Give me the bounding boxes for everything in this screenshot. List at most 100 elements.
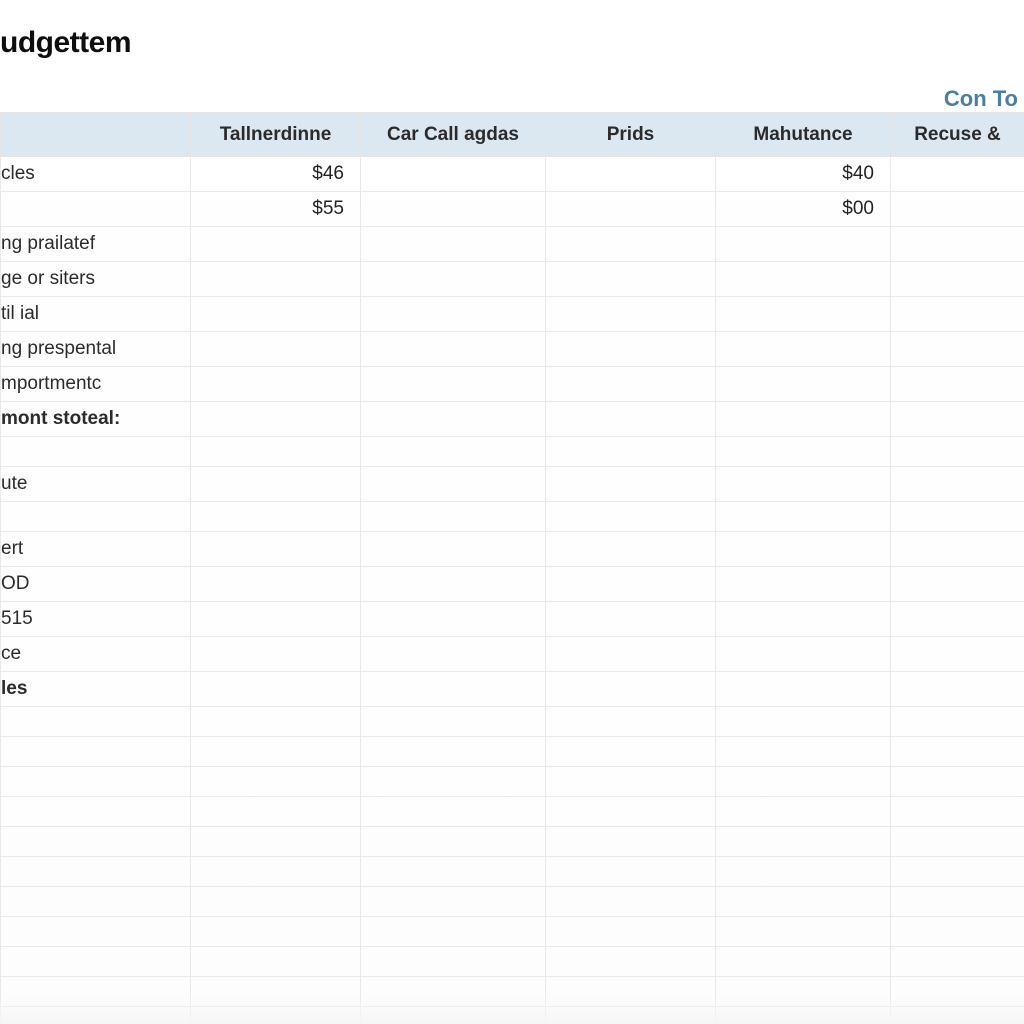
cell[interactable] [191, 502, 361, 532]
cell[interactable] [361, 367, 546, 402]
cell[interactable] [191, 947, 361, 977]
cell[interactable] [191, 857, 361, 887]
cell[interactable] [716, 602, 891, 637]
cell[interactable] [191, 437, 361, 467]
cell[interactable] [546, 917, 716, 947]
cell[interactable] [891, 262, 1024, 297]
cell[interactable] [891, 767, 1024, 797]
cell[interactable]: $46 [191, 157, 361, 192]
cell[interactable] [361, 227, 546, 262]
cell[interactable] [361, 157, 546, 192]
cell[interactable] [191, 402, 361, 437]
cell[interactable] [191, 737, 361, 767]
cell[interactable] [716, 707, 891, 737]
cell[interactable] [716, 567, 891, 602]
cell[interactable] [361, 262, 546, 297]
cell[interactable] [546, 332, 716, 367]
cell[interactable] [891, 857, 1024, 887]
cell[interactable] [191, 467, 361, 502]
cell[interactable]: $55 [191, 192, 361, 227]
cell[interactable] [546, 367, 716, 402]
cell[interactable] [891, 947, 1024, 977]
cell[interactable] [361, 297, 546, 332]
corner-link[interactable]: Con To [944, 86, 1018, 112]
cell[interactable] [361, 402, 546, 437]
cell[interactable] [891, 502, 1024, 532]
cell[interactable] [891, 737, 1024, 767]
cell[interactable] [546, 707, 716, 737]
cell[interactable] [191, 797, 361, 827]
cell[interactable] [361, 917, 546, 947]
cell[interactable] [716, 367, 891, 402]
cell[interactable] [891, 332, 1024, 367]
cell[interactable] [361, 192, 546, 227]
cell[interactable] [891, 567, 1024, 602]
cell[interactable] [191, 672, 361, 707]
cell[interactable] [546, 887, 716, 917]
cell[interactable] [546, 402, 716, 437]
cell[interactable] [546, 502, 716, 532]
cell[interactable] [546, 157, 716, 192]
cell[interactable] [546, 262, 716, 297]
cell[interactable] [361, 437, 546, 467]
cell[interactable] [891, 797, 1024, 827]
cell[interactable] [716, 947, 891, 977]
cell[interactable] [191, 297, 361, 332]
cell[interactable] [891, 402, 1024, 437]
cell[interactable]: $00 [716, 192, 891, 227]
cell[interactable] [546, 947, 716, 977]
cell[interactable] [361, 602, 546, 637]
cell[interactable] [891, 917, 1024, 947]
cell[interactable] [716, 297, 891, 332]
cell[interactable] [716, 672, 891, 707]
cell[interactable] [546, 602, 716, 637]
cell[interactable] [361, 332, 546, 367]
cell[interactable] [361, 567, 546, 602]
cell[interactable] [361, 737, 546, 767]
cell[interactable] [891, 707, 1024, 737]
cell[interactable] [716, 737, 891, 767]
cell[interactable] [891, 437, 1024, 467]
cell[interactable] [546, 567, 716, 602]
cell[interactable] [891, 192, 1024, 227]
cell[interactable] [891, 602, 1024, 637]
cell[interactable] [361, 637, 546, 672]
cell[interactable] [716, 467, 891, 502]
cell[interactable] [716, 637, 891, 672]
cell[interactable] [361, 827, 546, 857]
cell[interactable] [191, 567, 361, 602]
cell[interactable] [891, 672, 1024, 707]
cell[interactable] [716, 827, 891, 857]
cell[interactable] [361, 707, 546, 737]
cell[interactable] [361, 887, 546, 917]
cell[interactable] [891, 887, 1024, 917]
cell[interactable] [191, 917, 361, 947]
cell[interactable] [191, 262, 361, 297]
cell[interactable] [716, 767, 891, 797]
cell[interactable] [361, 467, 546, 502]
cell[interactable] [191, 637, 361, 672]
cell[interactable] [191, 367, 361, 402]
cell[interactable] [891, 467, 1024, 502]
cell[interactable] [546, 297, 716, 332]
cell[interactable] [716, 857, 891, 887]
cell[interactable] [191, 767, 361, 797]
cell[interactable] [361, 767, 546, 797]
cell[interactable] [191, 827, 361, 857]
cell[interactable] [546, 437, 716, 467]
cell[interactable] [361, 797, 546, 827]
cell[interactable] [546, 672, 716, 707]
cell[interactable] [891, 637, 1024, 672]
cell[interactable] [716, 797, 891, 827]
cell[interactable] [546, 737, 716, 767]
cell[interactable] [546, 467, 716, 502]
cell[interactable] [716, 227, 891, 262]
cell[interactable] [891, 227, 1024, 262]
cell[interactable]: $40 [716, 157, 891, 192]
cell[interactable] [716, 502, 891, 532]
cell[interactable] [716, 887, 891, 917]
cell[interactable] [891, 827, 1024, 857]
cell[interactable] [891, 367, 1024, 402]
cell[interactable] [191, 332, 361, 367]
cell[interactable] [191, 532, 361, 567]
